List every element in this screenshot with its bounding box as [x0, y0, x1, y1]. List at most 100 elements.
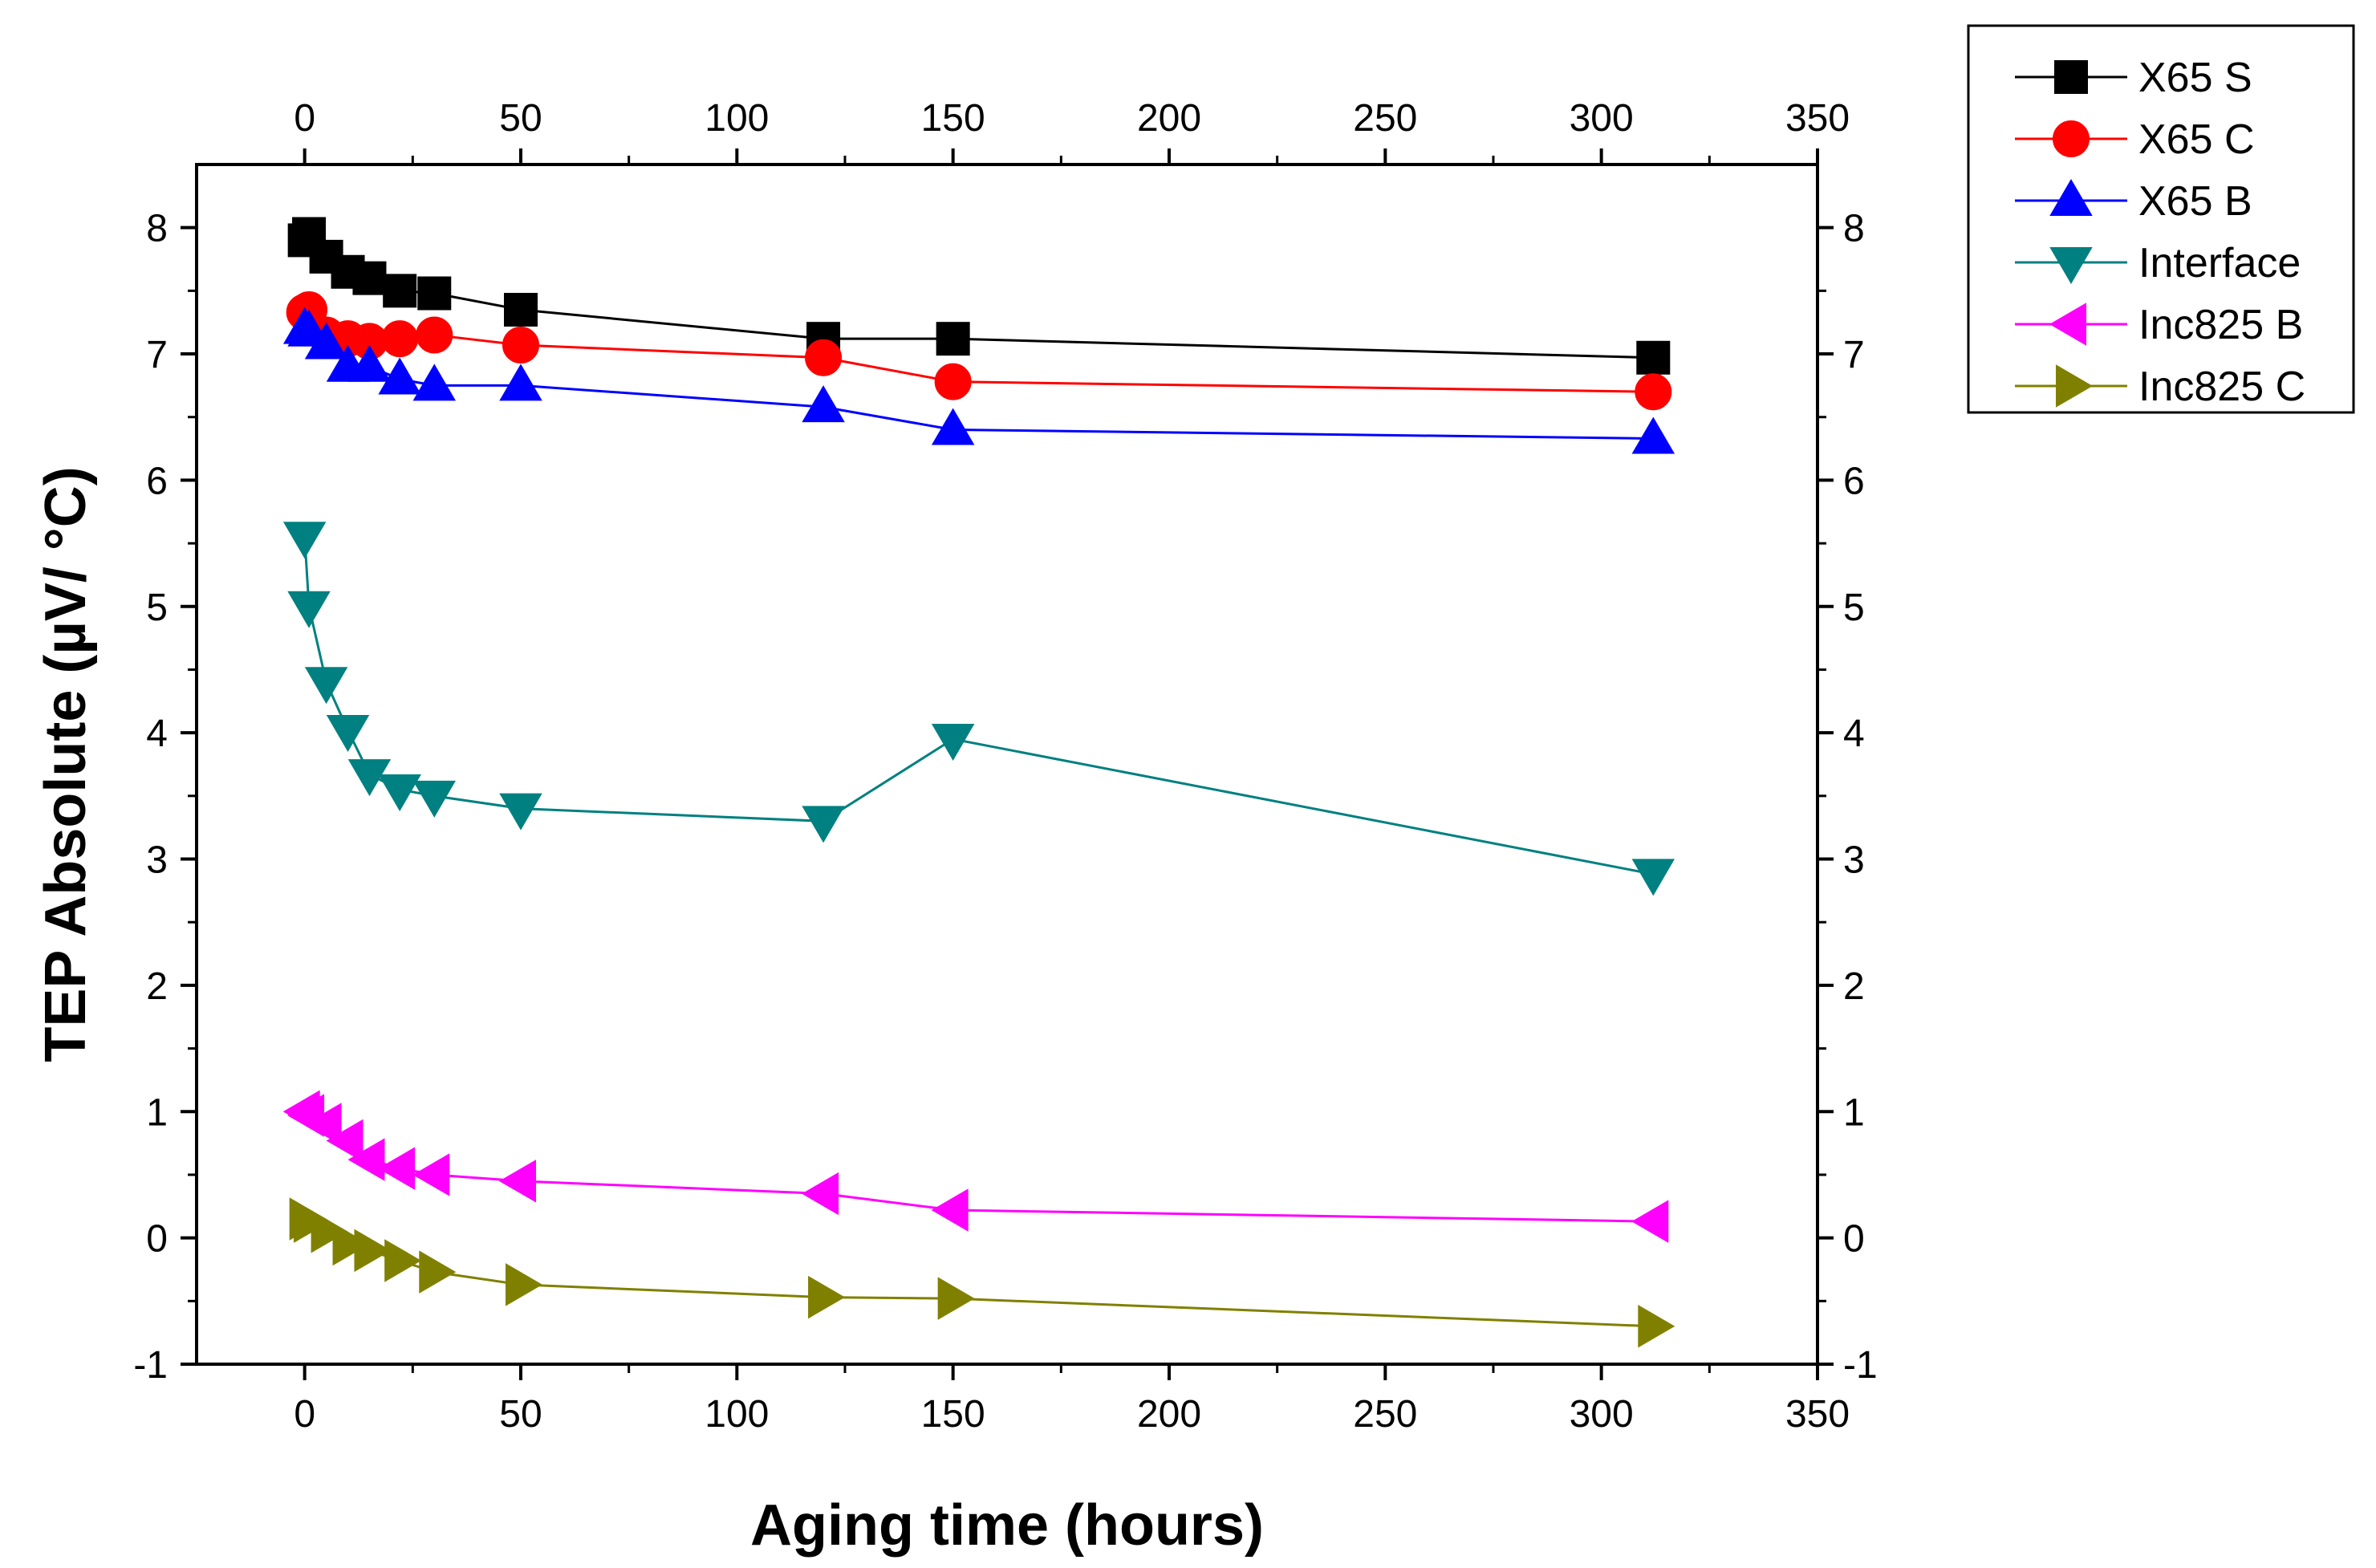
plot-border [195, 163, 1819, 1366]
y-tick-label-right: 1 [1843, 1091, 1865, 1134]
data-point [499, 1160, 536, 1203]
data-point [419, 1250, 457, 1294]
legend-label: Inc825 B [2138, 302, 2303, 348]
data-point [1635, 373, 1672, 411]
legend-marker [2049, 179, 2093, 216]
data-point [381, 320, 419, 358]
legend-marker [2054, 60, 2088, 94]
legend-item: X65 S [2015, 55, 2252, 101]
series-line [303, 1111, 1654, 1223]
y-tick-label-right: 3 [1843, 839, 1865, 882]
data-point [282, 522, 327, 559]
data-point [1631, 416, 1675, 454]
x-tick-label-bottom: 0 [294, 1393, 315, 1436]
data-point [802, 806, 845, 843]
y-tick-label-right: 7 [1843, 334, 1865, 376]
x-tick-label-top: 0 [294, 97, 315, 140]
legend-label: X65 B [2138, 178, 2252, 225]
x-tick-label-bottom: 300 [1570, 1393, 1634, 1436]
y-tick-label-left: 0 [146, 1218, 168, 1261]
series-inc825-b [282, 1090, 1669, 1243]
data-point [937, 1277, 975, 1320]
y-tick-label-right: 8 [1843, 208, 1865, 250]
y-tick-label-right: 4 [1843, 713, 1865, 755]
legend-marker [2049, 303, 2086, 346]
data-point [506, 1263, 542, 1306]
data-point [499, 364, 542, 401]
legend-item: Inc825 C [2015, 364, 2305, 410]
y-tick-label-left: 2 [146, 965, 168, 1008]
y-tick-label-left: -1 [133, 1344, 168, 1387]
y-tick-label-left: 7 [146, 334, 168, 376]
data-point [304, 1103, 342, 1146]
data-point [1638, 1305, 1675, 1348]
data-point [934, 363, 972, 400]
series-line [303, 537, 1654, 875]
y-tick-label-right: 6 [1843, 460, 1865, 502]
data-point [1631, 1200, 1669, 1243]
legend: X65 S X65 C X65 B Interface Inc825 B Inc825 C [1967, 24, 2355, 414]
y-tick-label-left: 3 [146, 839, 168, 882]
legend-marker [2049, 247, 2093, 284]
data-point [417, 276, 452, 311]
series-interface [282, 522, 1675, 896]
data-point [499, 793, 542, 831]
y-tick-label-left: 4 [146, 713, 168, 755]
legend-label: X65 S [2138, 55, 2252, 101]
x-tick-label-bottom: 250 [1353, 1393, 1417, 1436]
x-tick-label-top: 250 [1353, 97, 1417, 140]
data-point [378, 774, 421, 811]
legend-label: Inc825 C [2138, 364, 2305, 410]
legend-marker [2053, 120, 2090, 157]
data-point [412, 1153, 450, 1196]
series-x65-s [287, 217, 1671, 375]
data-point [347, 1138, 385, 1181]
data-point [808, 1275, 846, 1319]
data-point [936, 322, 970, 356]
data-point [352, 261, 387, 295]
data-point [347, 759, 392, 797]
data-point [304, 322, 348, 360]
legend-box [1967, 24, 2355, 414]
legend-item: Interface [2015, 240, 2301, 286]
data-point [802, 385, 845, 423]
legend-item: X65 C [2015, 116, 2255, 163]
data-point [1636, 340, 1671, 375]
x-tick-label-bottom: 50 [499, 1393, 542, 1436]
legend-label: X65 C [2138, 116, 2255, 163]
x-tick-label-bottom: 100 [705, 1393, 769, 1436]
x-tick-label-top: 350 [1785, 97, 1850, 140]
data-point [1631, 859, 1675, 896]
plot-frame [195, 163, 1819, 1366]
data-point [412, 364, 457, 401]
legend-item: X65 B [2015, 178, 2252, 225]
ticks-layer: 0050501001001501502002002502503003003503… [133, 97, 1877, 1436]
series-x65-c [286, 290, 1672, 411]
legend-item: Inc825 B [2015, 302, 2303, 348]
data-point [502, 327, 539, 364]
y-tick-label-right: 0 [1843, 1218, 1865, 1261]
x-tick-label-top: 300 [1570, 97, 1634, 140]
y-tick-label-left: 6 [146, 460, 168, 502]
legend-marker [2056, 364, 2093, 408]
data-point [354, 1229, 392, 1273]
data-point [378, 1147, 416, 1190]
data-point [326, 715, 370, 753]
data-point [332, 1222, 370, 1266]
data-point [378, 357, 421, 395]
y-tick-label-right: 2 [1843, 965, 1865, 1008]
data-point [504, 292, 538, 327]
data-point [412, 780, 457, 818]
data-point [384, 1239, 422, 1282]
y-tick-label-right: -1 [1843, 1344, 1878, 1387]
x-tick-label-bottom: 350 [1785, 1393, 1850, 1436]
data-point [802, 1172, 839, 1216]
data-point [287, 591, 331, 628]
y-tick-label-right: 5 [1843, 587, 1865, 629]
data-point [383, 274, 417, 308]
x-tick-label-top: 150 [921, 97, 985, 140]
data-point [931, 408, 975, 445]
y-tick-label-left: 5 [146, 587, 168, 629]
x-tick-label-bottom: 200 [1137, 1393, 1201, 1436]
